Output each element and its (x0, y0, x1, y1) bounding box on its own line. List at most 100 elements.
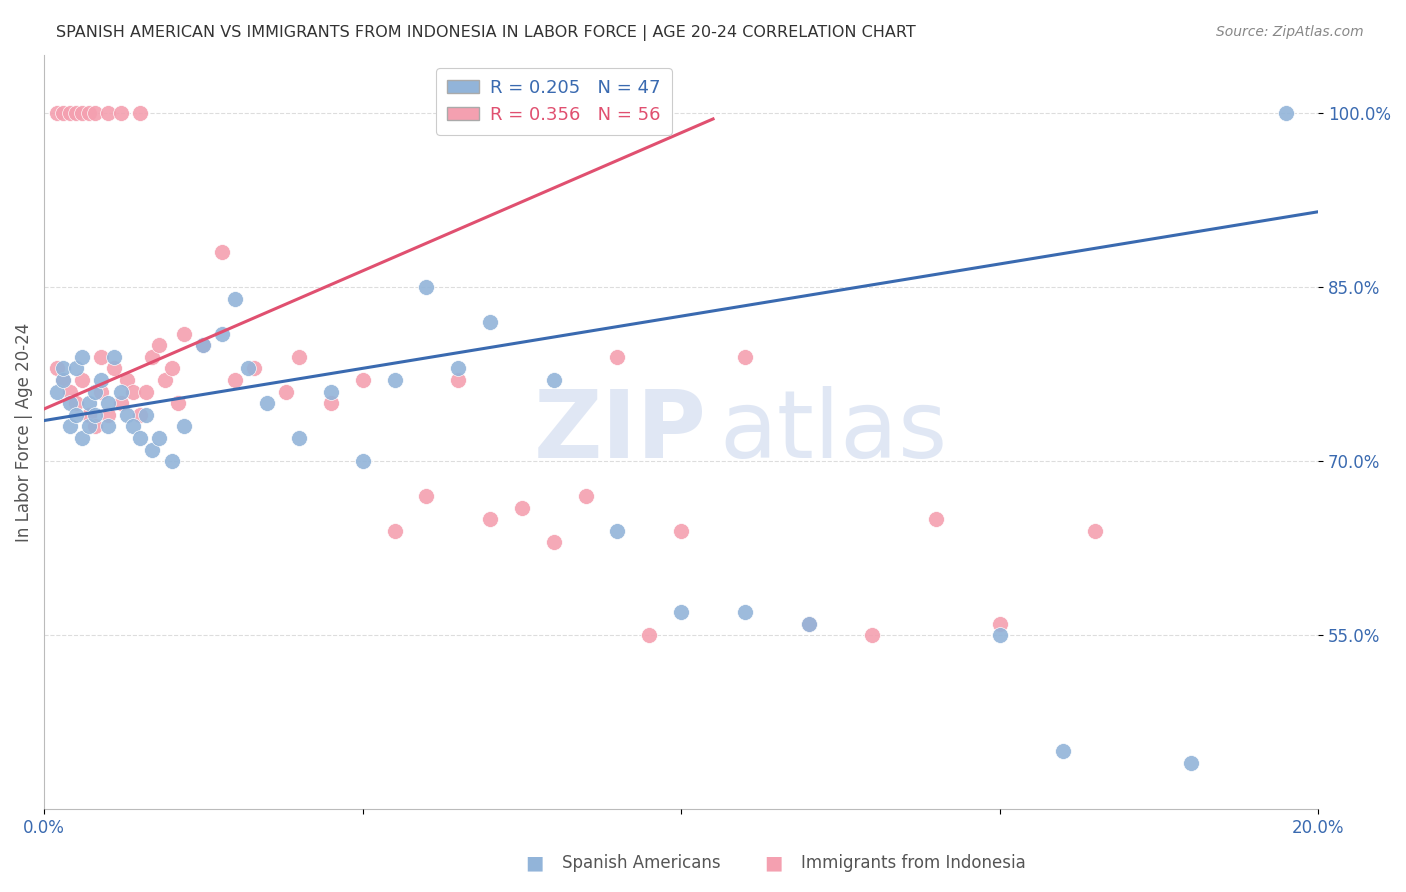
Text: SPANISH AMERICAN VS IMMIGRANTS FROM INDONESIA IN LABOR FORCE | AGE 20-24 CORRELA: SPANISH AMERICAN VS IMMIGRANTS FROM INDO… (56, 25, 915, 41)
Point (988, 628, 1011, 642)
Point (45, 106, 67, 120)
Point (167, 396, 190, 410)
Point (288, 431, 311, 445)
Point (160, 454, 183, 468)
Point (77, 396, 100, 410)
Point (734, 605, 756, 619)
Point (479, 512, 502, 526)
Text: Immigrants from Indonesia: Immigrants from Indonesia (801, 855, 1026, 872)
Point (141, 442, 163, 457)
Point (1052, 744, 1074, 758)
Point (115, 373, 138, 387)
Point (224, 292, 246, 306)
Text: ■: ■ (763, 854, 783, 872)
Point (72, 106, 94, 120)
Point (65, 106, 87, 120)
Point (122, 419, 145, 434)
Text: atlas: atlas (720, 386, 948, 478)
Point (384, 524, 406, 538)
Point (72, 350, 94, 364)
Point (1084, 524, 1107, 538)
Point (84, 408, 107, 422)
Point (256, 396, 278, 410)
Point (173, 326, 195, 341)
Point (110, 106, 132, 120)
Point (72, 431, 94, 445)
Point (797, 616, 820, 631)
Point (276, 384, 298, 399)
Point (543, 373, 565, 387)
Y-axis label: In Labor Force | Age 20-24: In Labor Force | Age 20-24 (15, 323, 32, 541)
Point (97, 396, 120, 410)
Point (90, 350, 112, 364)
Point (669, 605, 692, 619)
Point (84, 419, 107, 434)
Point (65, 361, 87, 376)
Point (128, 106, 150, 120)
Point (128, 431, 150, 445)
Point (447, 361, 470, 376)
Point (384, 373, 406, 387)
Point (77, 419, 100, 434)
Legend: R = 0.205   N = 47, R = 0.356   N = 56: R = 0.205 N = 47, R = 0.356 N = 56 (436, 68, 672, 135)
Point (447, 373, 470, 387)
Point (193, 338, 215, 352)
Point (288, 350, 311, 364)
Point (319, 384, 342, 399)
Point (575, 489, 598, 503)
Text: ZIP: ZIP (534, 386, 707, 478)
Point (52, 361, 75, 376)
Point (110, 384, 132, 399)
Point (319, 396, 342, 410)
Point (148, 338, 170, 352)
Point (543, 535, 565, 549)
Point (58, 384, 80, 399)
Point (135, 408, 157, 422)
Point (58, 396, 80, 410)
Point (352, 373, 374, 387)
Point (173, 419, 195, 434)
Point (925, 512, 948, 526)
Point (160, 361, 183, 376)
Point (45, 361, 67, 376)
Point (103, 361, 125, 376)
Point (52, 373, 75, 387)
Point (148, 431, 170, 445)
Point (84, 384, 107, 399)
Point (52, 106, 75, 120)
Text: ■: ■ (524, 854, 544, 872)
Point (122, 384, 145, 399)
Point (153, 373, 176, 387)
Point (479, 315, 502, 329)
Point (72, 373, 94, 387)
Point (84, 106, 107, 120)
Point (141, 350, 163, 364)
Text: Source: ZipAtlas.com: Source: ZipAtlas.com (1216, 25, 1364, 39)
Point (77, 106, 100, 120)
Point (58, 419, 80, 434)
Point (606, 524, 628, 538)
Point (128, 408, 150, 422)
Point (352, 454, 374, 468)
Point (97, 106, 120, 120)
Point (45, 384, 67, 399)
Point (415, 280, 437, 294)
Point (52, 373, 75, 387)
Point (110, 396, 132, 410)
Point (797, 616, 820, 631)
Point (135, 384, 157, 399)
Point (58, 106, 80, 120)
Point (65, 408, 87, 422)
Point (669, 524, 692, 538)
Point (90, 373, 112, 387)
Point (510, 500, 533, 515)
Point (415, 489, 437, 503)
Point (1180, 756, 1202, 770)
Point (606, 350, 628, 364)
Point (77, 408, 100, 422)
Point (115, 408, 138, 422)
Point (236, 361, 259, 376)
Point (65, 396, 87, 410)
Point (97, 408, 120, 422)
Point (224, 373, 246, 387)
